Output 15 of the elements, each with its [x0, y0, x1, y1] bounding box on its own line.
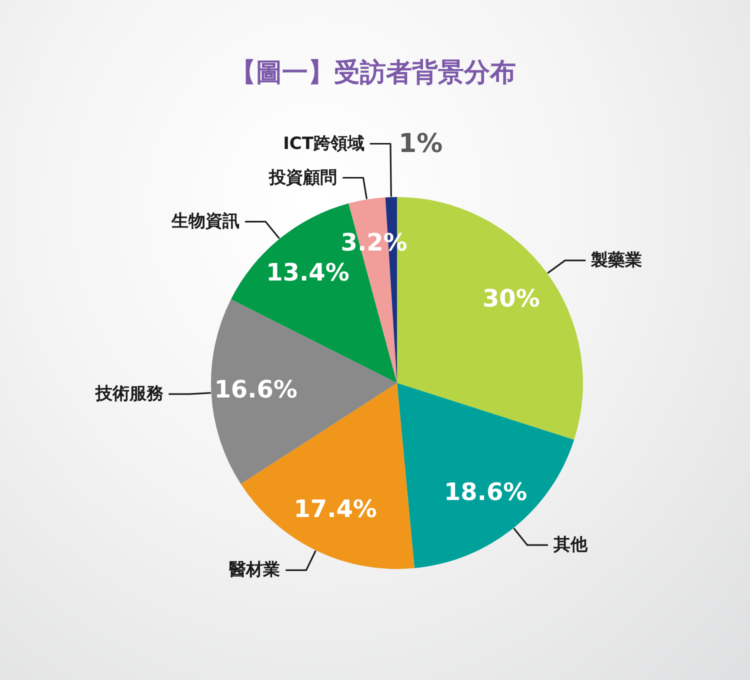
data-label: 30% — [482, 284, 540, 313]
slice-label: 其他 — [552, 535, 588, 556]
data-label: 16.6% — [214, 376, 298, 404]
data-label: 1% — [398, 128, 443, 159]
data-label: 17.4% — [294, 495, 377, 524]
slice-label: 生物資訊 — [170, 212, 240, 232]
chart-title: 【圖一】受訪者背景分布 — [230, 58, 516, 88]
slice-label: 製藥業 — [590, 250, 642, 270]
pie-slice — [211, 299, 397, 484]
slice-label: ICT跨領域 — [283, 134, 364, 154]
slice-label: 投資顧問 — [268, 168, 338, 188]
data-label: 13.4% — [266, 258, 350, 286]
data-label: 18.6% — [444, 478, 528, 506]
slice-label: 醫材業 — [229, 560, 280, 580]
slice-label: 技術服務 — [94, 384, 164, 404]
